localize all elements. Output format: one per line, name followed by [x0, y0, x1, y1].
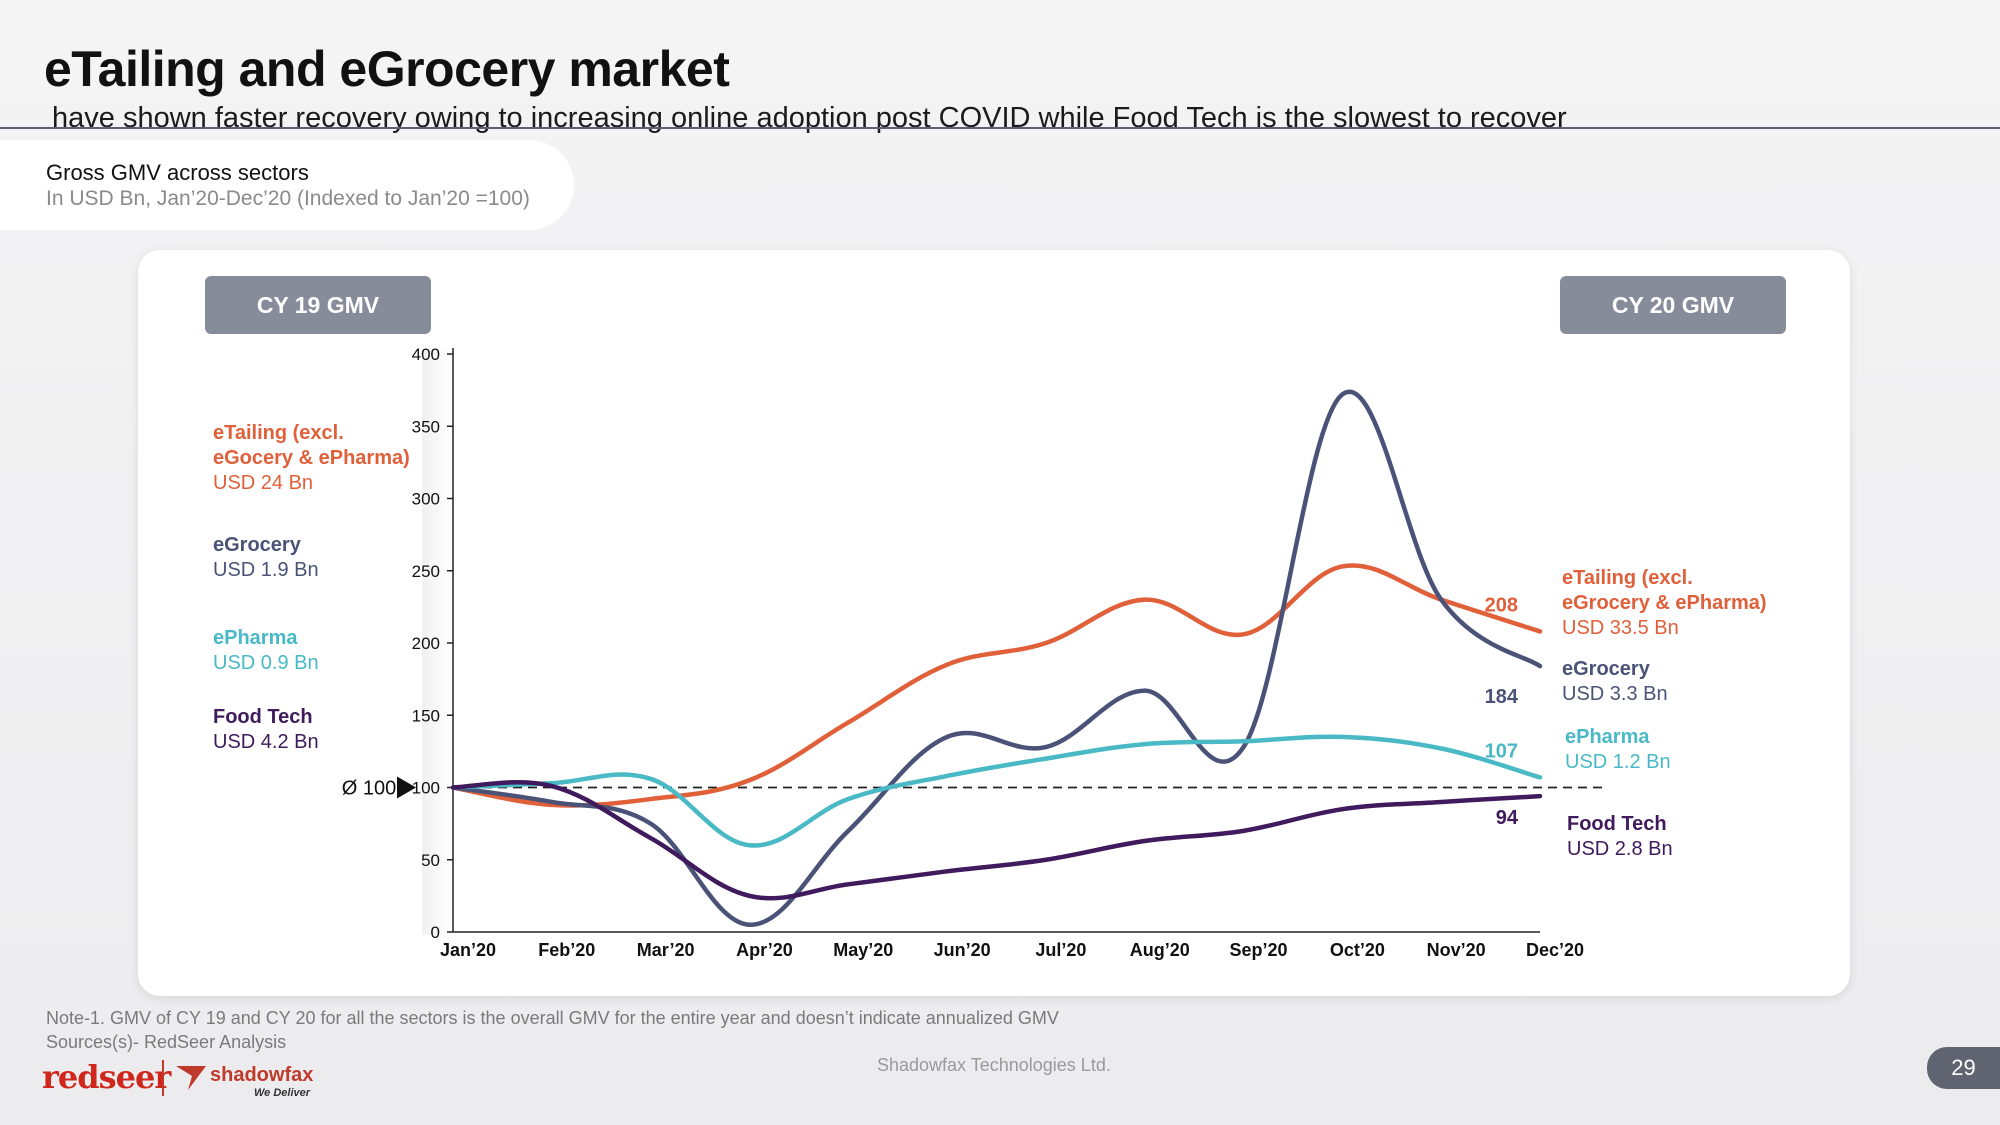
x-tick-label: Jul’20 [1035, 940, 1086, 960]
cy20-egrocery: eGrocery USD 3.3 Bn [1562, 657, 1668, 707]
cy19-egrocery: eGrocery USD 1.9 Bn [213, 533, 319, 583]
series-line-etailing [450, 563, 1543, 808]
y-tick-label: 250 [412, 562, 440, 581]
series-line-egrocery [450, 389, 1543, 928]
chart-info-title: Gross GMV across sectors [46, 160, 309, 185]
y-tick-label: 200 [412, 634, 440, 653]
series-line-epharma [450, 734, 1543, 848]
end-label-egrocery: 184 [1485, 686, 1519, 708]
y-tick-label: 350 [412, 417, 440, 436]
cy19-etailing-value: USD 24 Bn [213, 472, 314, 494]
end-value-labels: 208 184 107 94 [1485, 594, 1519, 829]
footnote: Note-1. GMV of CY 19 and CY 20 for all t… [46, 1008, 1059, 1028]
source-note: Sources(s)- RedSeer Analysis [46, 1032, 287, 1052]
x-tick-label: Apr’20 [736, 940, 793, 960]
y-tick-label: 0 [431, 923, 440, 942]
x-tick-label: Aug’20 [1130, 940, 1190, 960]
cy20-epharma: ePharma USD 1.2 Bn [1565, 725, 1671, 775]
shadowfax-logo-text: shadowfax [210, 1064, 314, 1086]
cy20-egrocery-name: eGrocery [1562, 658, 1650, 680]
baseline-100: Ø 100 [342, 776, 1608, 800]
cy20-egrocery-value: USD 3.3 Bn [1562, 683, 1668, 705]
x-tick-label: Sep’20 [1230, 940, 1288, 960]
cy19-foodtech-value: USD 4.2 Bn [213, 731, 319, 753]
y-tick-label: 150 [412, 706, 440, 725]
y-tick-label: 300 [412, 490, 440, 509]
cy19-etailing-name-2: eGocery & ePharma) [213, 447, 410, 469]
cy20-epharma-name: ePharma [1565, 726, 1650, 748]
title-divider [0, 127, 2000, 129]
x-tick-label: Mar’20 [637, 940, 695, 960]
cy20-etailing: eTailing (excl. eGrocery & ePharma) USD … [1562, 566, 1767, 641]
chart-info-panel [0, 140, 574, 230]
cy19-epharma-value: USD 0.9 Bn [213, 652, 319, 674]
cy20-etailing-value: USD 33.5 Bn [1562, 617, 1679, 639]
chart-info-subtitle: In USD Bn, Jan’20-Dec’20 (Indexed to Jan… [46, 187, 530, 210]
cy20-foodtech-value: USD 2.8 Bn [1567, 838, 1673, 860]
cy20-etailing-name-1: eTailing (excl. [1562, 567, 1693, 589]
cy19-egrocery-name: eGrocery [213, 534, 301, 556]
redseer-logo: redseer [42, 1058, 171, 1096]
chart-card [138, 250, 1850, 996]
cy19-foodtech-name: Food Tech [213, 706, 313, 728]
x-tick-label: May’20 [833, 940, 893, 960]
cy19-epharma-name: ePharma [213, 627, 298, 649]
y-tick-label: 100 [412, 779, 440, 798]
series-lines [450, 389, 1543, 928]
cy20-epharma-value: USD 1.2 Bn [1565, 751, 1671, 773]
y-tick-label: 50 [421, 851, 440, 870]
x-axis: Jan’20 Feb’20 Mar’20 Apr’20 May’20 Jun’20 Jul’… [440, 931, 1584, 960]
x-tick-label: Oct’20 [1330, 940, 1385, 960]
cy20-etailing-name-2: eGrocery & ePharma) [1562, 592, 1767, 614]
page-number: 29 [1927, 1047, 2000, 1089]
baseline-label: Ø 100 [342, 778, 396, 800]
logo-divider [162, 1060, 164, 1096]
cy19-etailing-name-1: eTailing (excl. [213, 422, 344, 444]
x-tick-label: Feb’20 [538, 940, 595, 960]
cy19-foodtech: Food Tech USD 4.2 Bn [213, 705, 319, 755]
shadowfax-logo-tagline: We Deliver [254, 1087, 311, 1099]
footer-company: Shadowfax Technologies Ltd. [877, 1055, 1111, 1075]
page-title: eTailing and eGrocery market [44, 41, 730, 97]
x-tick-label: Dec’20 [1526, 940, 1584, 960]
end-label-foodtech: 94 [1496, 807, 1519, 829]
cy19-epharma: ePharma USD 0.9 Bn [213, 626, 319, 676]
shadowfax-logo-icon [176, 1066, 206, 1090]
y-axis: 0 50 100 150 200 250 300 350 400 [412, 345, 454, 942]
baseline-arrow-icon [397, 776, 416, 799]
end-label-etailing: 208 [1485, 594, 1518, 616]
end-label-epharma: 107 [1485, 740, 1518, 762]
cy20-foodtech-name: Food Tech [1567, 813, 1667, 835]
y-tick-label: 400 [412, 345, 440, 364]
cy20-gmv-pill: CY 20 GMV [1560, 276, 1786, 334]
x-tick-label: Nov’20 [1427, 940, 1486, 960]
cy19-etailing: eTailing (excl. eGocery & ePharma) USD 2… [213, 421, 410, 496]
x-tick-label: Jan’20 [440, 940, 496, 960]
cy20-foodtech: Food Tech USD 2.8 Bn [1567, 812, 1673, 862]
cy19-gmv-pill: CY 19 GMV [205, 276, 431, 334]
x-tick-label: Jun’20 [934, 940, 991, 960]
series-line-foodtech [450, 780, 1543, 901]
cy19-egrocery-value: USD 1.9 Bn [213, 559, 319, 581]
